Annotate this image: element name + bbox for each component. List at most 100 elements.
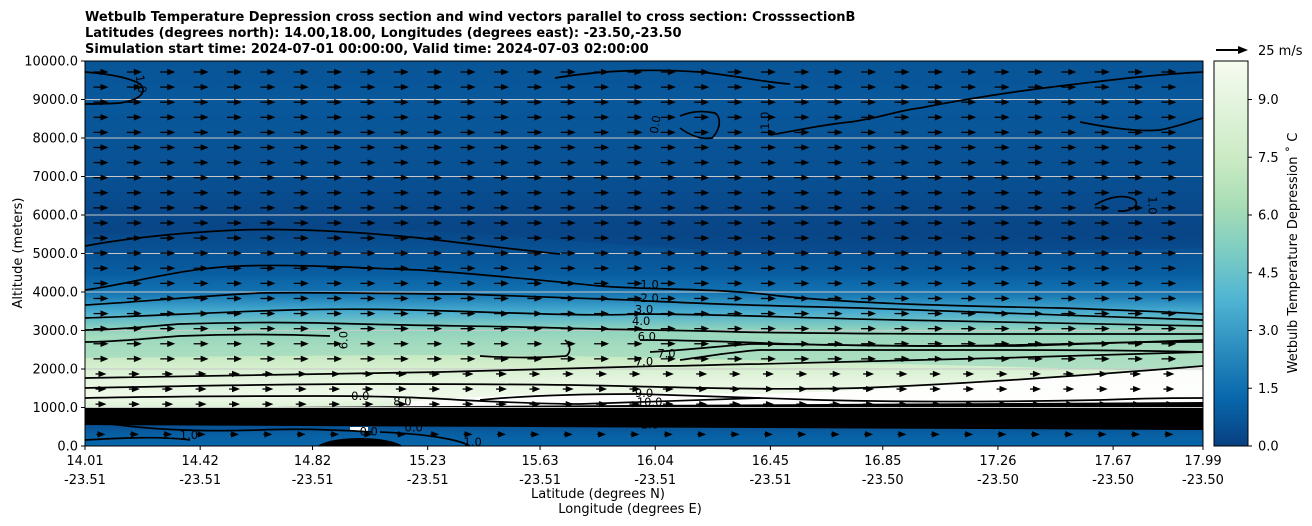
wind-vector bbox=[429, 385, 441, 393]
wind-vector bbox=[96, 416, 106, 423]
wind-vector bbox=[527, 129, 543, 136]
contour-label: 7.0 bbox=[657, 347, 675, 361]
wind-vector bbox=[393, 83, 409, 91]
wind-vector bbox=[193, 204, 209, 212]
wind-vector bbox=[160, 355, 176, 363]
x-tick-lat: 15.63 bbox=[521, 454, 558, 469]
wind-vector bbox=[627, 98, 643, 106]
wind-vector bbox=[493, 129, 509, 136]
wind-vector bbox=[495, 400, 507, 408]
wind-vector bbox=[229, 416, 239, 423]
x-axis: 14.01 -23.51 14.42 -23.51 14.82 -23.51 1… bbox=[64, 446, 1224, 517]
x-tick-lat: 14.01 bbox=[66, 454, 103, 469]
wind-vector bbox=[260, 68, 276, 76]
wind-vector bbox=[727, 189, 743, 196]
wind-vector bbox=[427, 234, 443, 242]
wind-vector bbox=[827, 129, 843, 136]
wind-vector bbox=[126, 325, 142, 332]
wind-vector bbox=[896, 400, 908, 408]
wind-vector bbox=[196, 431, 206, 438]
wind-vector bbox=[694, 280, 710, 287]
wind-vector bbox=[460, 280, 476, 287]
wind-vector bbox=[660, 219, 676, 227]
chart-title-line-1: Wetbulb Temperature Depression cross sec… bbox=[85, 10, 855, 25]
wind-vector bbox=[327, 98, 343, 106]
wind-vector bbox=[1094, 189, 1110, 196]
wind-vector bbox=[596, 400, 608, 408]
wind-vector bbox=[897, 416, 907, 423]
wind-vector bbox=[1130, 400, 1142, 408]
wind-vector bbox=[1128, 234, 1144, 242]
wind-vector bbox=[126, 159, 142, 166]
wind-vector bbox=[1029, 385, 1041, 393]
wind-vector bbox=[794, 219, 810, 227]
wind-vector bbox=[594, 144, 610, 151]
wind-vector bbox=[1027, 144, 1043, 151]
wind-vector bbox=[360, 265, 376, 272]
wind-vector bbox=[360, 219, 376, 227]
wind-vector bbox=[527, 144, 543, 151]
wind-vector bbox=[694, 98, 710, 106]
wind-vector bbox=[964, 416, 974, 423]
wind-vector bbox=[496, 416, 506, 423]
wind-vector bbox=[627, 310, 643, 317]
wind-vector bbox=[228, 370, 240, 378]
wind-vector bbox=[760, 310, 776, 317]
wind-vector bbox=[760, 295, 776, 302]
wind-vector bbox=[493, 265, 509, 272]
x-axis-label-longitude: Longitude (degrees E) bbox=[558, 502, 702, 517]
wind-vector bbox=[627, 355, 643, 363]
wind-vector bbox=[660, 325, 676, 332]
wind-vector bbox=[160, 174, 176, 181]
wind-vector bbox=[162, 385, 174, 393]
wind-vector bbox=[794, 295, 810, 302]
wind-vector bbox=[1161, 265, 1177, 272]
wind-vector bbox=[560, 340, 576, 347]
x-tick-marks bbox=[84, 446, 1204, 450]
wind-vector bbox=[493, 68, 509, 76]
wind-vector bbox=[126, 249, 142, 257]
wind-vector bbox=[594, 83, 610, 91]
wind-vector bbox=[660, 280, 676, 287]
wind-vector bbox=[293, 144, 309, 151]
wind-vector bbox=[493, 159, 509, 166]
wind-vector bbox=[794, 144, 810, 151]
wind-vector bbox=[327, 234, 343, 242]
wind-vector bbox=[660, 295, 676, 302]
wind-vector bbox=[961, 219, 977, 227]
wind-vector bbox=[93, 144, 109, 151]
wind-vector bbox=[594, 325, 610, 332]
wind-vector bbox=[560, 189, 576, 196]
wind-vector bbox=[226, 174, 242, 181]
wind-vector bbox=[1063, 385, 1075, 393]
wind-vector bbox=[994, 68, 1010, 76]
wind-vector bbox=[530, 416, 540, 423]
wind-vector bbox=[162, 400, 174, 408]
wind-vector bbox=[226, 325, 242, 332]
wind-vector bbox=[660, 83, 676, 91]
wind-vector bbox=[527, 310, 543, 317]
wind-vector bbox=[427, 68, 443, 76]
contour-label: 1.0 bbox=[1145, 196, 1159, 214]
upper-dry-layer bbox=[85, 61, 1203, 255]
x-tick-lon: -23.51 bbox=[179, 473, 221, 488]
wind-vector bbox=[226, 144, 242, 151]
wind-vector bbox=[894, 310, 910, 317]
wind-vector bbox=[1063, 400, 1075, 408]
contour-label: 0.0 bbox=[405, 421, 423, 435]
wind-vector bbox=[293, 280, 309, 287]
wind-vector bbox=[594, 249, 610, 257]
wind-vector bbox=[193, 98, 209, 106]
wind-vector bbox=[560, 355, 576, 363]
wind-vector bbox=[994, 204, 1010, 212]
wind-vector bbox=[329, 385, 341, 393]
wind-vector bbox=[427, 83, 443, 91]
contour-label: 1.0 bbox=[180, 428, 198, 442]
wind-vector bbox=[493, 219, 509, 227]
wind-vector bbox=[897, 431, 907, 438]
wind-vector bbox=[694, 295, 710, 302]
wind-vector bbox=[762, 385, 774, 393]
wind-vector bbox=[629, 400, 641, 408]
wind-vector bbox=[827, 204, 843, 212]
wind-vector bbox=[1061, 144, 1077, 151]
